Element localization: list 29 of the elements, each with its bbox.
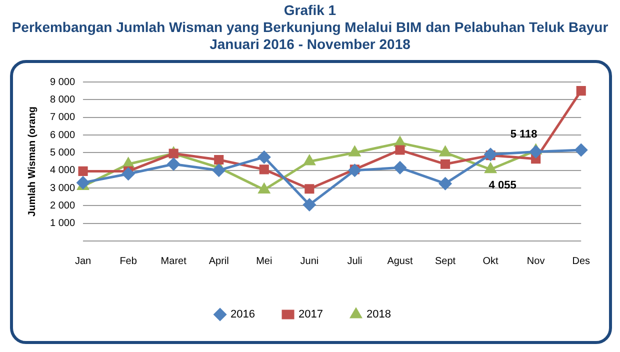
y-tick-label: 2 000 — [50, 200, 76, 212]
y-axis-title: Jumlah Wisman (orang — [26, 106, 38, 216]
legend-label: 2017 — [298, 308, 323, 321]
y-tick-label: 7 000 — [50, 112, 76, 124]
chart-title: Grafik 1 — [282, 2, 338, 19]
y-tick-label: 1 000 — [50, 218, 76, 230]
x-tick-label: Juni — [300, 256, 319, 267]
annotation: 4 055 — [488, 179, 516, 192]
legend-label: 2018 — [366, 308, 391, 321]
legend-label: 2016 — [230, 308, 256, 321]
x-tick-label: Juli — [347, 256, 362, 267]
y-tick-label: 4 000 — [50, 165, 76, 176]
annotation: 5 118 — [510, 128, 538, 141]
x-tick-label: Agust — [387, 256, 413, 267]
x-tick-label: Mei — [256, 256, 272, 267]
x-tick-label: Nov — [526, 256, 545, 267]
x-tick-label: Jan — [74, 256, 92, 267]
chart-subtitle: Perkembangan Jumlah Wisman yang Berkunjung Melalui BIM dan Pelabuhan Teluk Bayur Januari 2016 - November 2018 — [10, 19, 610, 53]
x-tick-label: April — [208, 256, 229, 267]
y-tick-label: 6 000 — [50, 130, 76, 141]
y-tick-label: 3 000 — [50, 182, 76, 194]
y-tick-label: 9 000 — [50, 76, 76, 88]
y-tick-label: 8 000 — [50, 94, 76, 106]
y-tick-label: 5 000 — [50, 147, 76, 158]
x-tick-label: Maret — [160, 256, 187, 267]
x-tick-label: Des — [572, 256, 590, 267]
x-tick-label: Sept — [434, 256, 456, 267]
x-tick-label: Okt — [482, 256, 499, 267]
x-tick-label: Feb — [120, 256, 138, 267]
